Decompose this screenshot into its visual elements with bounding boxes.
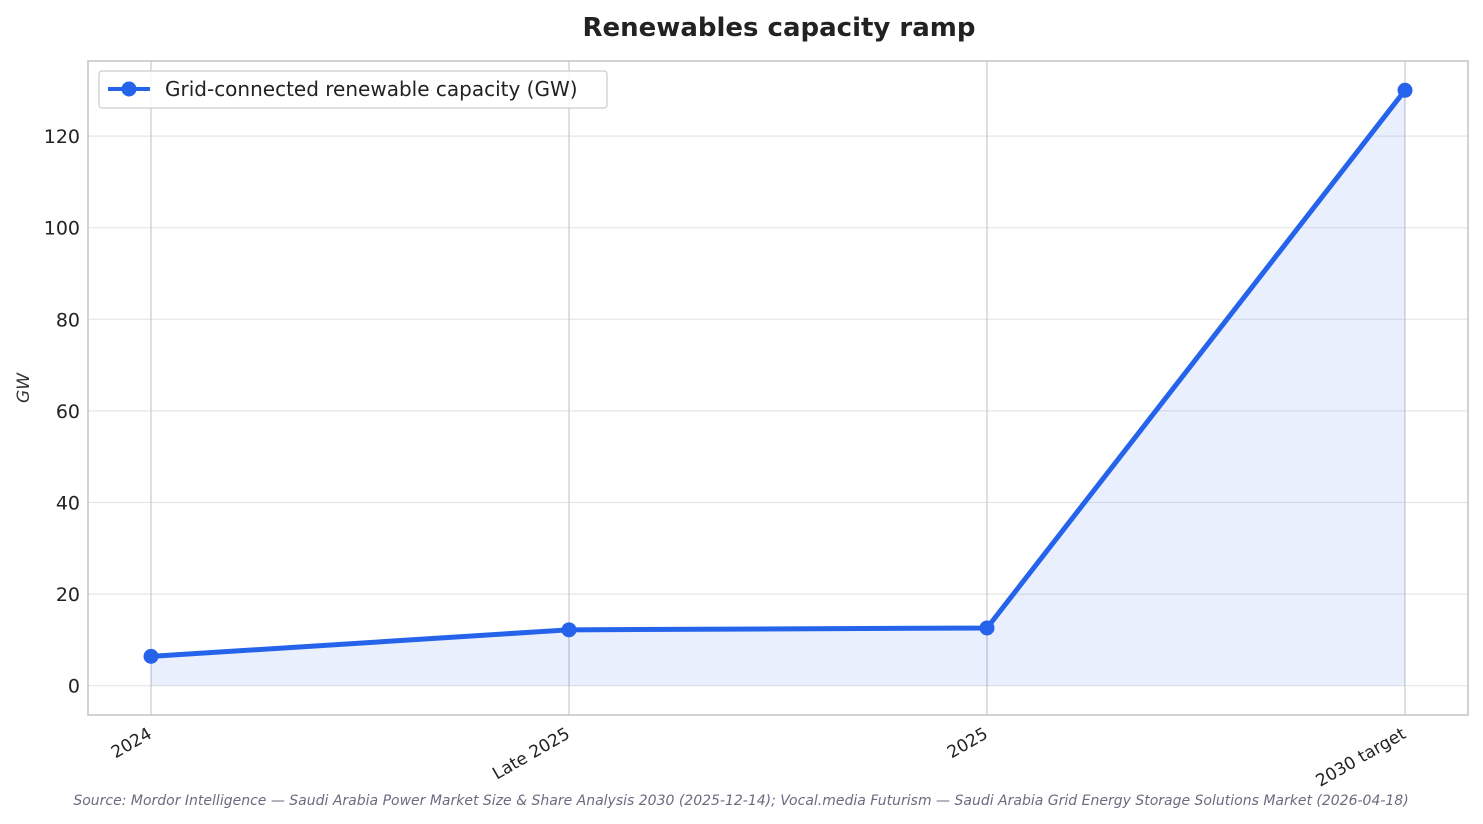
y-tick-label: 60 (56, 401, 80, 423)
series-area-fill (151, 90, 1405, 686)
y-tick-label: 0 (68, 676, 80, 698)
x-tick-label: 2024 (108, 724, 155, 763)
series-line (150, 88, 1407, 659)
chart-title: Renewables capacity ramp (583, 13, 976, 43)
data-point[interactable] (1397, 82, 1413, 98)
y-tick-label: 40 (56, 492, 80, 514)
x-axis-ticks: 2024 Late 2025 2025 2030 target (108, 724, 1410, 792)
legend-label: Grid-connected renewable capacity (GW) (165, 77, 578, 101)
horizontal-gridlines (88, 135, 1468, 687)
plot-frame (87, 60, 1469, 716)
legend-box (98, 70, 608, 109)
x-tick-label: 2025 (944, 724, 991, 763)
source-note: Source: Mordor Intelligence — Saudi Arab… (73, 793, 1408, 809)
y-tick-label: 120 (44, 126, 80, 148)
data-point[interactable] (143, 648, 159, 664)
legend[interactable]: Grid-connected renewable capacity (GW) (98, 70, 608, 109)
legend-marker-swatch (121, 81, 137, 97)
series-points (143, 82, 1413, 664)
data-point[interactable] (561, 622, 577, 638)
y-axis-label: GW (14, 372, 34, 403)
y-tick-label: 100 (44, 218, 80, 240)
x-tick-label: Late 2025 (489, 724, 573, 784)
x-tick-label: 2030 target (1313, 724, 1410, 792)
y-tick-label: 20 (56, 584, 80, 606)
y-axis-ticks: 0 20 40 60 80 100 120 (44, 126, 80, 698)
y-tick-label: 80 (56, 309, 80, 331)
vertical-gridlines (150, 61, 1406, 715)
data-point[interactable] (979, 620, 995, 636)
